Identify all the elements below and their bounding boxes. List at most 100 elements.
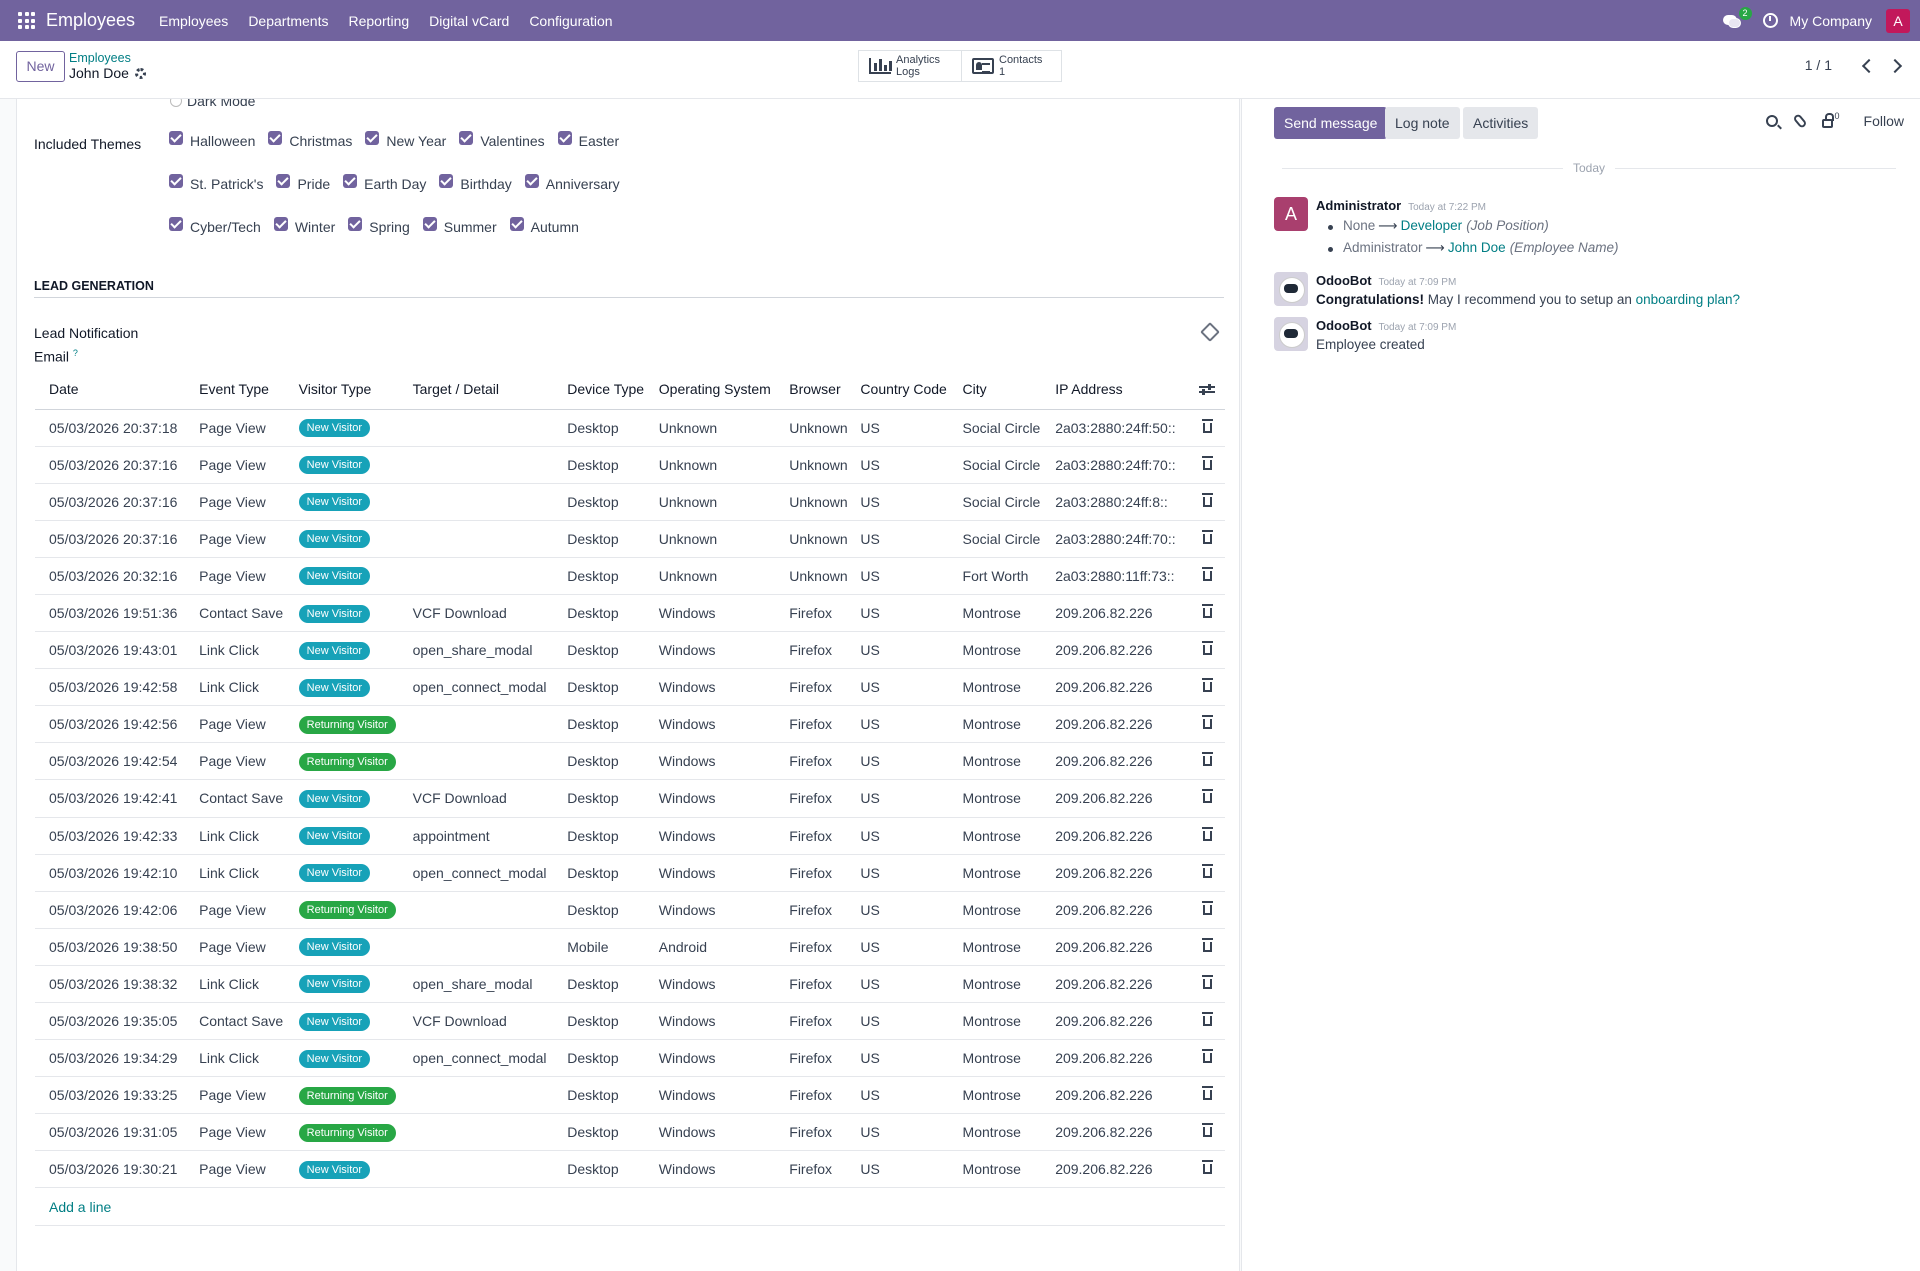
trash-icon[interactable] bbox=[1201, 1160, 1213, 1175]
checkbox-icon[interactable] bbox=[273, 217, 288, 231]
city-cell[interactable]: Social Circle bbox=[962, 409, 1056, 447]
chevron-left-icon[interactable] bbox=[1861, 58, 1877, 74]
checkbox-icon[interactable] bbox=[343, 174, 358, 188]
country-cell[interactable]: US bbox=[860, 928, 963, 966]
country-cell[interactable]: US bbox=[860, 1039, 963, 1078]
theme-checkbox[interactable]: St. Patrick's bbox=[169, 174, 263, 192]
os-cell[interactable]: Windows bbox=[658, 1076, 790, 1115]
os-cell[interactable]: Unknown bbox=[658, 483, 790, 521]
table-row[interactable]: 05/03/2026 19:51:36 Contact Save New Visit… bbox=[35, 594, 1225, 633]
odoobot-avatar[interactable] bbox=[1274, 317, 1308, 351]
ip-cell[interactable]: 209.206.82.226 bbox=[1055, 1113, 1195, 1152]
followers-icon[interactable] bbox=[1821, 113, 1834, 128]
date-cell[interactable]: 05/03/2026 19:31:05 bbox=[35, 1113, 200, 1152]
visitor-type-cell[interactable]: New Visitor bbox=[298, 446, 413, 484]
send-message-button[interactable]: Send message bbox=[1274, 107, 1388, 139]
browser-cell[interactable]: Unknown bbox=[789, 557, 861, 595]
checkbox-icon[interactable] bbox=[557, 131, 572, 145]
browser-cell[interactable]: Firefox bbox=[789, 1039, 861, 1078]
event-type-cell[interactable]: Page View bbox=[199, 409, 299, 447]
avatar[interactable]: A bbox=[1274, 197, 1308, 231]
ip-cell[interactable]: 209.206.82.226 bbox=[1055, 631, 1195, 670]
table-row[interactable]: 05/03/2026 19:43:01 Link Click New Visitor… bbox=[35, 631, 1225, 670]
city-cell[interactable]: Montrose bbox=[962, 1039, 1056, 1078]
visitor-type-cell[interactable]: New Visitor bbox=[298, 928, 413, 966]
date-cell[interactable]: 05/03/2026 19:30:21 bbox=[35, 1150, 200, 1189]
device-cell[interactable]: Desktop bbox=[567, 1076, 659, 1115]
country-cell[interactable]: US bbox=[860, 446, 963, 484]
os-cell[interactable]: Windows bbox=[658, 1113, 790, 1152]
column-header[interactable]: Country Code bbox=[860, 369, 963, 410]
activities-button[interactable]: Activities bbox=[1463, 107, 1539, 139]
theme-checkbox[interactable]: Christmas bbox=[268, 131, 352, 149]
date-cell[interactable]: 05/03/2026 20:37:16 bbox=[35, 446, 200, 484]
date-cell[interactable]: 05/03/2026 20:32:16 bbox=[35, 557, 200, 595]
event-type-cell[interactable]: Page View bbox=[199, 705, 299, 744]
breadcrumb-employees[interactable]: Employees bbox=[69, 51, 131, 65]
theme-checkbox[interactable]: Winter bbox=[273, 217, 335, 235]
browser-cell[interactable]: Firefox bbox=[789, 928, 861, 966]
browser-cell[interactable]: Unknown bbox=[789, 483, 861, 521]
date-cell[interactable]: 05/03/2026 19:51:36 bbox=[35, 594, 200, 633]
date-cell[interactable]: 05/03/2026 19:42:10 bbox=[35, 854, 200, 892]
ip-cell[interactable]: 209.206.82.226 bbox=[1055, 1150, 1195, 1189]
theme-checkbox[interactable]: Autumn bbox=[509, 217, 579, 235]
target-cell[interactable]: VCF Download bbox=[412, 779, 568, 818]
os-cell[interactable]: Windows bbox=[658, 1002, 790, 1041]
visitor-type-cell[interactable]: Returning Visitor bbox=[298, 1113, 413, 1152]
city-cell[interactable]: Montrose bbox=[962, 668, 1056, 707]
event-type-cell[interactable]: Page View bbox=[199, 742, 299, 781]
menu-configuration[interactable]: Configuration bbox=[529, 12, 613, 29]
search-icon[interactable] bbox=[1765, 115, 1778, 127]
trash-icon[interactable] bbox=[1201, 826, 1213, 841]
date-cell[interactable]: 05/03/2026 19:34:29 bbox=[35, 1039, 200, 1078]
city-cell[interactable]: Montrose bbox=[962, 631, 1056, 670]
city-cell[interactable]: Montrose bbox=[962, 1113, 1056, 1152]
event-type-cell[interactable]: Link Click bbox=[199, 965, 299, 1004]
ip-cell[interactable]: 209.206.82.226 bbox=[1055, 1076, 1195, 1115]
country-cell[interactable]: US bbox=[860, 1076, 963, 1115]
visitor-type-cell[interactable]: Returning Visitor bbox=[298, 1076, 413, 1115]
date-cell[interactable]: 05/03/2026 19:42:33 bbox=[35, 817, 200, 855]
ip-cell[interactable]: 2a03:2880:11ff:73:: bbox=[1055, 557, 1195, 595]
country-cell[interactable]: US bbox=[860, 1113, 963, 1152]
city-cell[interactable]: Social Circle bbox=[962, 483, 1056, 521]
visitor-type-cell[interactable]: New Visitor bbox=[298, 779, 413, 818]
table-row[interactable]: 05/03/2026 19:34:29 Link Click New Visitor… bbox=[35, 1039, 1225, 1078]
trash-icon[interactable] bbox=[1201, 566, 1213, 581]
checkbox-icon[interactable] bbox=[268, 131, 283, 145]
theme-checkbox[interactable]: Cyber/Tech bbox=[169, 217, 261, 235]
browser-cell[interactable]: Unknown bbox=[789, 520, 861, 558]
city-cell[interactable]: Montrose bbox=[962, 817, 1056, 855]
browser-cell[interactable]: Firefox bbox=[789, 965, 861, 1004]
visitor-type-cell[interactable]: New Visitor bbox=[298, 557, 413, 595]
target-cell[interactable] bbox=[412, 1113, 568, 1152]
date-cell[interactable]: 05/03/2026 19:33:25 bbox=[35, 1076, 200, 1115]
event-type-cell[interactable]: Page View bbox=[199, 483, 299, 521]
chevron-right-icon[interactable] bbox=[1887, 58, 1903, 74]
device-cell[interactable]: Desktop bbox=[567, 1150, 659, 1189]
device-cell[interactable]: Desktop bbox=[567, 520, 659, 558]
column-header[interactable]: Target / Detail bbox=[412, 369, 568, 410]
target-cell[interactable] bbox=[412, 705, 568, 744]
country-cell[interactable]: US bbox=[860, 594, 963, 633]
event-type-cell[interactable]: Page View bbox=[199, 446, 299, 484]
country-cell[interactable]: US bbox=[860, 891, 963, 929]
gear-icon[interactable] bbox=[134, 67, 146, 79]
ip-cell[interactable]: 209.206.82.226 bbox=[1055, 1002, 1195, 1041]
city-cell[interactable]: Montrose bbox=[962, 854, 1056, 892]
ip-cell[interactable]: 209.206.82.226 bbox=[1055, 594, 1195, 633]
trash-icon[interactable] bbox=[1201, 1049, 1213, 1064]
ip-cell[interactable]: 209.206.82.226 bbox=[1055, 854, 1195, 892]
theme-checkbox[interactable]: Anniversary bbox=[524, 174, 620, 192]
visitor-type-cell[interactable]: New Visitor bbox=[298, 409, 413, 447]
table-row[interactable]: 05/03/2026 19:33:25 Page View Returning Vi… bbox=[35, 1076, 1225, 1115]
ip-cell[interactable]: 209.206.82.226 bbox=[1055, 891, 1195, 929]
trash-icon[interactable] bbox=[1201, 641, 1213, 656]
visitor-type-cell[interactable]: New Visitor bbox=[298, 1002, 413, 1041]
target-cell[interactable] bbox=[412, 557, 568, 595]
device-cell[interactable]: Desktop bbox=[567, 594, 659, 633]
trash-icon[interactable] bbox=[1201, 715, 1213, 730]
radio-icon[interactable] bbox=[170, 99, 182, 107]
table-row[interactable]: 05/03/2026 19:42:06 Page View Returning Vi… bbox=[35, 891, 1225, 929]
